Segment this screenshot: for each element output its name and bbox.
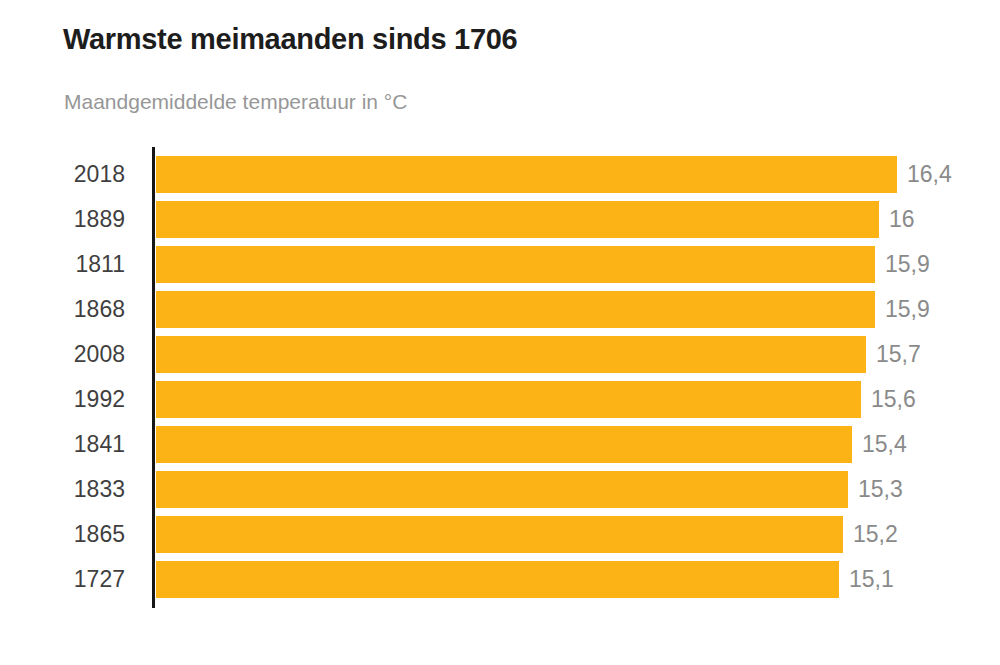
value-label: 15,9 bbox=[885, 251, 930, 278]
bar bbox=[156, 291, 875, 328]
chart-row: 1992 15,6 bbox=[0, 377, 1000, 422]
bar bbox=[156, 516, 843, 553]
chart-row: 1833 15,3 bbox=[0, 467, 1000, 512]
value-label: 15,6 bbox=[871, 386, 916, 413]
chart-row: 2018 16,4 bbox=[0, 152, 1000, 197]
bar bbox=[156, 561, 839, 598]
value-label: 15,1 bbox=[849, 566, 894, 593]
chart-row: 1868 15,9 bbox=[0, 287, 1000, 332]
year-label: 2018 bbox=[0, 161, 125, 188]
value-label: 15,4 bbox=[862, 431, 907, 458]
bar bbox=[156, 156, 897, 193]
chart-row: 1841 15,4 bbox=[0, 422, 1000, 467]
bar-rows: 2018 16,4 1889 16 1811 15,9 1868 15,9 20… bbox=[0, 152, 1000, 602]
year-label: 1811 bbox=[0, 251, 125, 278]
value-label: 16 bbox=[889, 206, 915, 233]
bar bbox=[156, 246, 875, 283]
bar-chart: 2018 16,4 1889 16 1811 15,9 1868 15,9 20… bbox=[0, 152, 1000, 602]
year-label: 1865 bbox=[0, 521, 125, 548]
value-label: 15,9 bbox=[885, 296, 930, 323]
chart-row: 2008 15,7 bbox=[0, 332, 1000, 377]
chart-title: Warmste meimaanden sinds 1706 bbox=[0, 0, 1000, 57]
chart-row: 1727 15,1 bbox=[0, 557, 1000, 602]
value-label: 15,2 bbox=[853, 521, 898, 548]
year-label: 1992 bbox=[0, 386, 125, 413]
year-label: 1889 bbox=[0, 206, 125, 233]
bar bbox=[156, 336, 866, 373]
bar bbox=[156, 381, 861, 418]
value-label: 16,4 bbox=[907, 161, 952, 188]
value-label: 15,3 bbox=[858, 476, 903, 503]
chart-row: 1889 16 bbox=[0, 197, 1000, 242]
chart-row: 1811 15,9 bbox=[0, 242, 1000, 287]
bar bbox=[156, 426, 852, 463]
year-label: 1841 bbox=[0, 431, 125, 458]
year-label: 1727 bbox=[0, 566, 125, 593]
year-label: 2008 bbox=[0, 341, 125, 368]
year-label: 1868 bbox=[0, 296, 125, 323]
chart-row: 1865 15,2 bbox=[0, 512, 1000, 557]
bar bbox=[156, 201, 879, 238]
chart-subtitle: Maandgemiddelde temperatuur in °C bbox=[0, 90, 1000, 114]
y-axis-line bbox=[152, 147, 155, 608]
chart-card: Warmste meimaanden sinds 1706 Maandgemid… bbox=[0, 0, 1000, 665]
bar bbox=[156, 471, 848, 508]
value-label: 15,7 bbox=[876, 341, 921, 368]
year-label: 1833 bbox=[0, 476, 125, 503]
